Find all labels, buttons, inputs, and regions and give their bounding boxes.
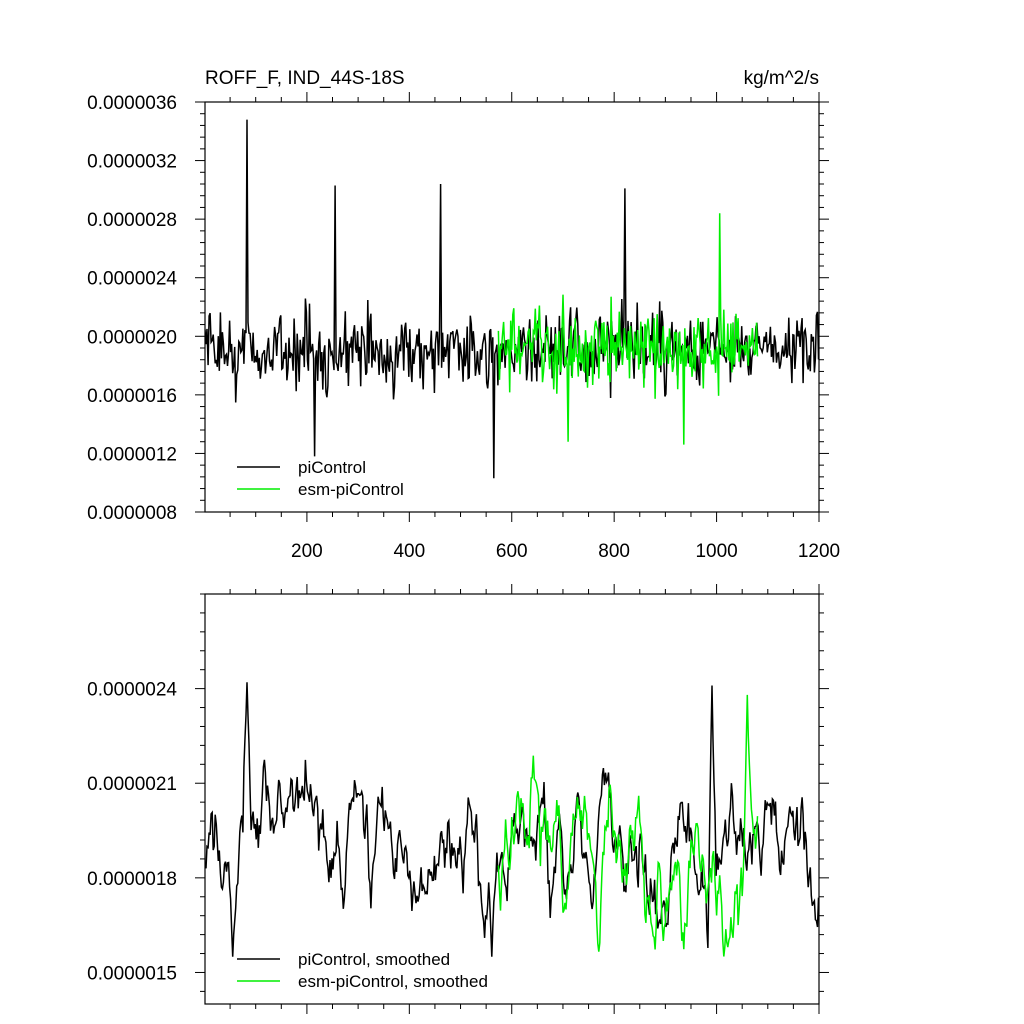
legend-label: esm-piControl	[298, 480, 404, 499]
chart-units: kg/m^2/s	[744, 68, 819, 89]
x-tick-label: 400	[393, 541, 425, 562]
x-tick-label: 1200	[798, 541, 840, 562]
chart-panel-1: 200 400 600 800 1000 1200 0.0000008 0.0000012 0.…	[87, 68, 840, 562]
y-tick-label: 0.0000016	[87, 386, 177, 407]
series-line-esm-picontrol	[497, 213, 759, 445]
y-tick-label: 0.0000018	[87, 869, 177, 890]
series-line-esm-picontrol-smoothed	[497, 694, 759, 957]
x-tick-label: 800	[598, 541, 630, 562]
y-tick-label: 0.0000028	[87, 210, 177, 231]
chart-title: ROFF_F, IND_44S-18S	[205, 68, 405, 89]
x-tick-label: 1000	[695, 541, 737, 562]
y-tick-label: 0.0000015	[87, 963, 177, 984]
y-tick-label: 0.0000008	[87, 503, 177, 524]
y-tick-label: 0.0000032	[87, 152, 177, 173]
y-tick-label: 0.0000020	[87, 327, 177, 348]
y-tick-label: 0.0000024	[87, 680, 177, 701]
x-tick-label: 600	[496, 541, 528, 562]
y-tick-label: 0.0000024	[87, 269, 177, 290]
y-tick-label: 0.0000036	[87, 93, 177, 114]
x-tick-label: 200	[291, 541, 323, 562]
y-tick-label: 0.0000021	[87, 774, 177, 795]
series-line-picontrol	[205, 119, 819, 479]
plot-frame	[204, 101, 820, 513]
y-tick-label: 0.0000012	[87, 444, 177, 465]
chart-panel-2: 0.0000015 0.0000018 0.0000021 0.0000024 piCo…	[87, 584, 829, 1014]
legend-label: piControl, smoothed	[298, 950, 450, 969]
legend-label: piControl	[298, 458, 366, 477]
legend-label: esm-piControl, smoothed	[298, 972, 488, 991]
